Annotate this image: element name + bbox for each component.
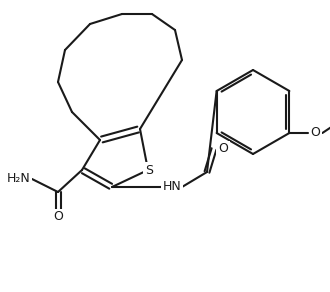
Text: HN: HN — [163, 180, 182, 194]
Text: H₂N: H₂N — [6, 173, 30, 185]
Text: O: O — [53, 211, 63, 223]
Text: O: O — [311, 126, 320, 140]
Text: O: O — [218, 142, 228, 156]
Text: S: S — [145, 164, 153, 176]
